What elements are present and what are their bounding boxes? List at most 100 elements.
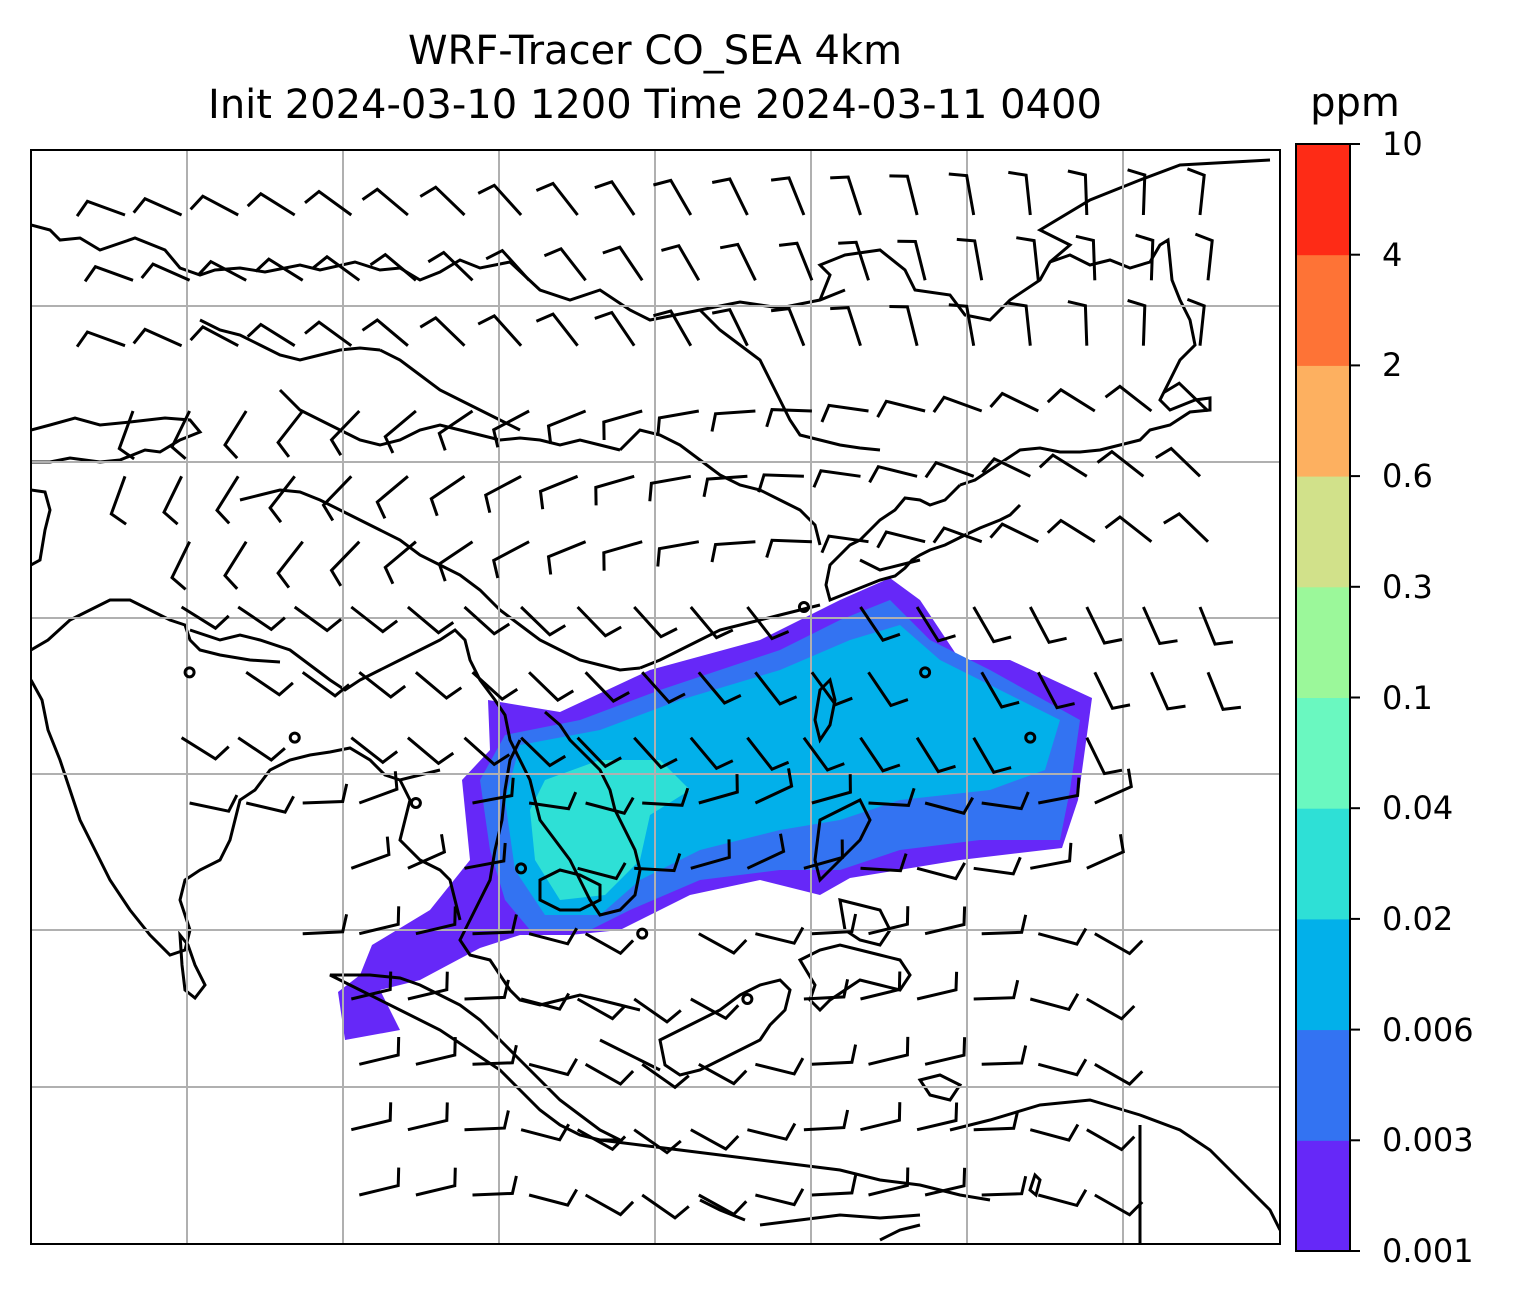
wind-barb <box>577 862 627 881</box>
wind-barb <box>350 1102 393 1132</box>
wind-barb <box>162 475 183 526</box>
wind-barb <box>414 671 463 700</box>
wind-barb <box>535 181 579 216</box>
wind-barb <box>1094 1062 1144 1086</box>
wind-barb <box>538 474 579 510</box>
wind-barb <box>245 671 294 697</box>
wind-barb <box>648 474 692 502</box>
wind-barb <box>464 842 507 870</box>
wind-barb <box>304 189 353 217</box>
wind-barb <box>485 248 531 282</box>
wind-barb <box>1127 168 1147 216</box>
colorbar-tick-label: 0.02 <box>1382 899 1454 938</box>
wind-barb <box>535 312 579 347</box>
wind-barb <box>641 1193 690 1220</box>
calm-wind-marker <box>636 927 649 940</box>
wind-barb <box>375 475 409 520</box>
wind-barb <box>838 240 870 281</box>
wind-barb <box>543 246 587 282</box>
wind-barb <box>528 1058 579 1077</box>
wind-barb <box>358 1036 401 1066</box>
wind-barb <box>1094 768 1133 805</box>
wind-barb <box>981 791 1030 811</box>
wind-barb <box>653 309 693 347</box>
wind-barb <box>301 671 351 698</box>
wind-barb <box>132 196 183 217</box>
grid-lines <box>31 150 1280 1244</box>
wind-barb <box>584 932 635 956</box>
wind-barb <box>830 175 862 216</box>
wind-barb <box>690 1128 740 1151</box>
wind-barb <box>463 736 511 767</box>
wind-barb <box>932 526 983 544</box>
colorbar-band <box>1296 365 1350 477</box>
wind-barb <box>924 1167 967 1197</box>
wind-barb <box>754 671 798 706</box>
wind-barb <box>633 605 678 639</box>
chart-title-line1: WRF-Tracer CO_SEA 4km <box>407 28 903 74</box>
wind-barb <box>702 474 748 498</box>
wind-barb <box>406 736 455 766</box>
colorbar-band <box>1296 476 1350 588</box>
wind-barb <box>1037 1058 1088 1077</box>
wind-barb <box>981 456 1031 478</box>
wind-barb <box>472 914 518 936</box>
wind-barb <box>924 460 975 479</box>
wind-barb <box>180 605 230 631</box>
wind-barb <box>719 242 757 281</box>
wind-barb <box>429 475 466 517</box>
wind-barb <box>653 178 693 216</box>
wind-barb <box>528 791 578 811</box>
wind-barb <box>860 971 902 1001</box>
wind-barb <box>754 768 794 805</box>
wind-barb <box>576 736 622 769</box>
wind-barb <box>520 992 570 1011</box>
wind-barb <box>350 605 399 634</box>
colorbar-tick-label: 0.1 <box>1382 678 1433 717</box>
wind-barb <box>633 736 678 770</box>
wind-barb <box>755 1057 805 1076</box>
wind-barb <box>1085 606 1123 645</box>
wind-barb <box>710 409 756 432</box>
wind-barb <box>830 306 862 347</box>
wind-barb <box>641 671 686 704</box>
wind-barb <box>528 1188 578 1207</box>
wind-barb <box>520 605 567 637</box>
wind-barb <box>698 932 748 955</box>
wind-barb <box>634 853 682 873</box>
wind-barb <box>594 310 636 347</box>
wind-barb <box>358 1167 401 1197</box>
wind-barb <box>972 606 1012 644</box>
wind-barb <box>471 671 519 701</box>
wind-barb <box>304 320 353 347</box>
wind-barb <box>989 522 1039 544</box>
colorbar-tick-label: 0.3 <box>1382 567 1433 606</box>
wind-barb <box>859 736 901 773</box>
wind-barb <box>329 409 361 456</box>
wind-barb <box>546 540 587 575</box>
wind-barb <box>746 833 786 870</box>
wind-barb <box>1094 932 1144 956</box>
colorbar-band <box>1296 1140 1350 1252</box>
wind-barb <box>1186 298 1206 346</box>
wind-barb <box>276 410 304 458</box>
wind-barb <box>755 1188 805 1207</box>
wind-barb <box>350 736 399 765</box>
wind-barb <box>237 605 286 632</box>
wind-barb <box>897 239 927 281</box>
wind-barb <box>1038 453 1088 478</box>
wind-barb <box>350 836 391 870</box>
colorbar-band <box>1296 586 1350 698</box>
wind-barb <box>528 671 575 702</box>
wind-barb <box>189 794 239 813</box>
wind-barb <box>1093 671 1131 710</box>
colorbar-band <box>1296 918 1350 1031</box>
calm-wind-marker <box>797 601 810 613</box>
wind-barb <box>477 314 523 347</box>
colorbar <box>1296 143 1360 1252</box>
wind-barb <box>916 971 959 1001</box>
wind-barb <box>859 606 901 642</box>
wind-barb <box>1135 233 1155 281</box>
colorbar-tick-label: 10 <box>1382 125 1423 163</box>
